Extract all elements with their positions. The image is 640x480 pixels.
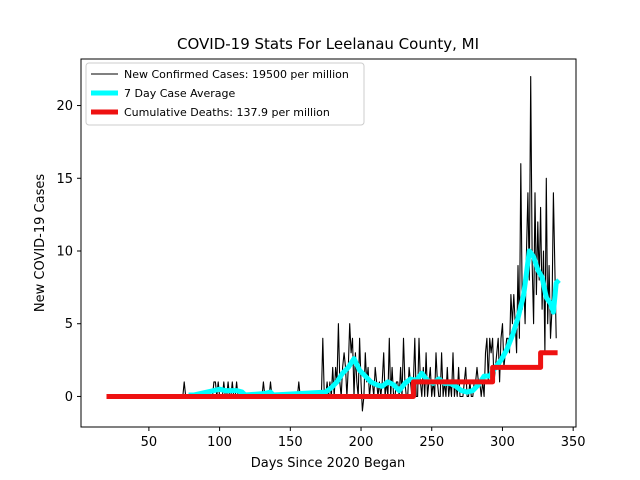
legend-box	[85, 62, 365, 126]
legend-label-2: Cumulative Deaths: 137.9 per million	[124, 106, 330, 119]
x-axis-label: Days Since 2020 Began	[251, 456, 406, 471]
legend: New Confirmed Cases: 19500 per million 7 …	[85, 62, 365, 126]
x-tick-label: 300	[490, 435, 515, 450]
x-axis: 50 100 150 200 250 300 350	[141, 427, 586, 450]
x-tick-label: 100	[207, 435, 232, 450]
y-tick-label: 5	[65, 317, 73, 332]
y-axis-label: New COVID-19 Cases	[33, 174, 48, 312]
x-tick-label: 250	[419, 435, 444, 450]
x-tick-label: 150	[278, 435, 303, 450]
y-axis: 0 5 10 15 20	[56, 99, 81, 405]
y-tick-label: 0	[65, 390, 73, 405]
legend-label-1: 7 Day Case Average	[124, 87, 236, 100]
x-tick-label: 200	[349, 435, 374, 450]
plot-series	[106, 75, 561, 412]
y-tick-label: 15	[56, 172, 73, 187]
legend-label-0: New Confirmed Cases: 19500 per million	[124, 68, 349, 81]
x-tick-label: 350	[561, 435, 586, 450]
chart-title: COVID-19 Stats For Leelanau County, MI	[177, 35, 479, 53]
plot-frame	[80, 58, 577, 428]
series-line-2	[106, 350, 558, 399]
x-tick-label: 50	[141, 435, 158, 450]
y-tick-label: 20	[56, 99, 73, 114]
y-tick-label: 10	[56, 245, 73, 260]
